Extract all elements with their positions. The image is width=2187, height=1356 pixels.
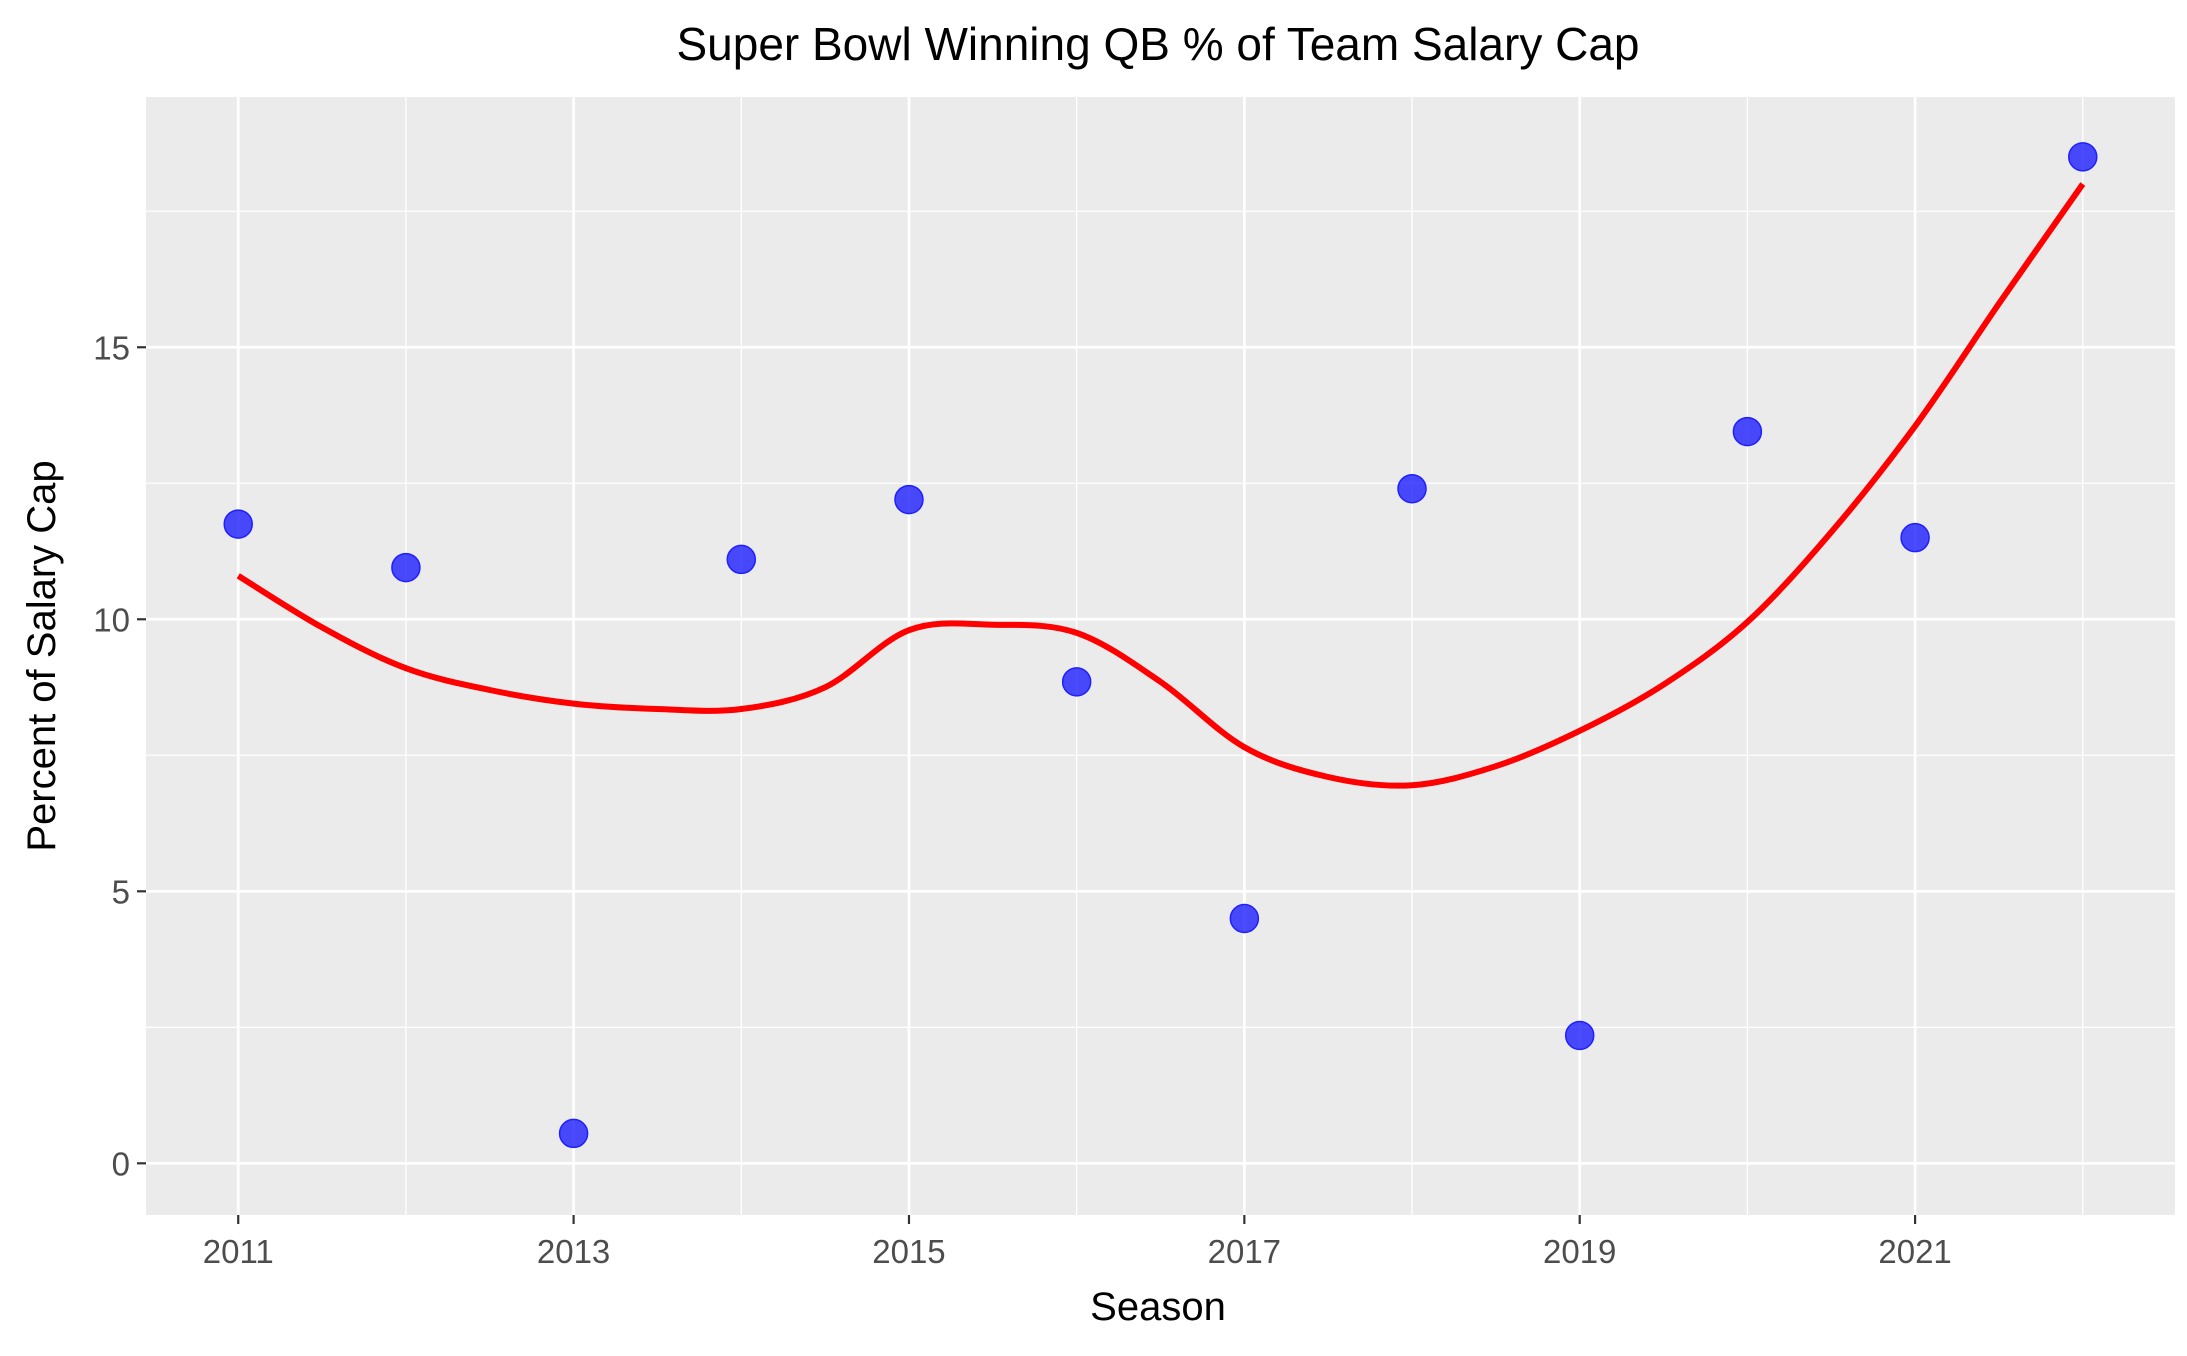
axis-ticks — [137, 346, 1917, 1224]
minor-gridlines — [146, 97, 2175, 1215]
smooth-trend-line — [236, 182, 2086, 789]
plot-panel — [146, 97, 2175, 1215]
x-axis-title: Season — [1090, 1285, 1226, 1329]
data-point — [558, 1118, 589, 1149]
x-tick-label: 2011 — [203, 1233, 274, 1270]
smooth-line-layer — [236, 182, 2086, 789]
y-tick-label: 10 — [93, 601, 130, 638]
data-point — [1229, 903, 1260, 934]
data-point — [2068, 142, 2098, 172]
data-point — [1061, 667, 1092, 697]
data-point — [1900, 522, 1930, 553]
x-tick-label: 2019 — [1543, 1233, 1616, 1270]
data-point — [726, 544, 757, 575]
data-point — [1397, 473, 1427, 504]
data-point — [1732, 416, 1763, 447]
y-tick-label: 15 — [93, 329, 130, 366]
y-axis-title: Percent of Salary Cap — [20, 460, 64, 851]
x-tick-label: 2013 — [537, 1233, 610, 1270]
y-tick-label: 0 — [112, 1145, 130, 1182]
major-gridlines — [146, 97, 2175, 1215]
y-tick-label: 5 — [112, 873, 130, 910]
x-tick-label: 2015 — [872, 1233, 945, 1270]
x-tick-label: 2017 — [1208, 1233, 1281, 1270]
x-tick-labels: 2011 2013 2015 2017 2019 2021 — [203, 1233, 1952, 1270]
data-point — [223, 509, 253, 539]
x-tick-label: 2021 — [1878, 1233, 1951, 1270]
y-tick-labels: 0 5 10 15 — [93, 329, 130, 1182]
chart-title: Super Bowl Winning QB % of Team Salary C… — [676, 18, 1639, 70]
scatter-points — [223, 142, 2098, 1149]
data-point — [894, 484, 924, 515]
data-point — [391, 552, 421, 583]
data-point — [1564, 1020, 1595, 1051]
